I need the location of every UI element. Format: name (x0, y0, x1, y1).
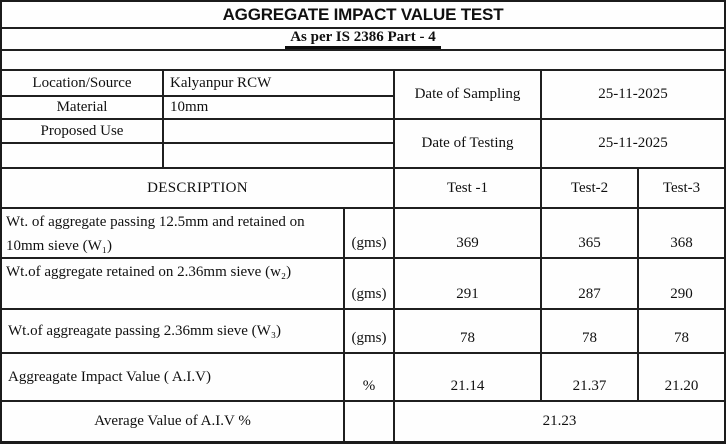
test-2-header: Test-2 (542, 169, 639, 209)
w1-value-test2: 365 (542, 209, 639, 259)
spacer-row (2, 51, 724, 71)
location-source-label: Location/Source (2, 71, 164, 97)
aiv-value-test1: 21.14 (395, 354, 542, 402)
w1-value-test1: 369 (395, 209, 542, 259)
w2-description: Wt.of aggregate retained on 2.36mm sieve… (2, 259, 345, 310)
info-empty-label-cell (2, 144, 164, 169)
proposed-use-label: Proposed Use (2, 120, 164, 144)
aiv-value-test3: 21.20 (639, 354, 724, 402)
w3-unit: (gms) (345, 310, 395, 354)
report-title: AGGREGATE IMPACT VALUE TEST (2, 2, 724, 29)
material-label: Material (2, 97, 164, 120)
w1-value-test3: 368 (639, 209, 724, 259)
average-aiv-value: 21.23 (542, 413, 577, 429)
w2-value-test3: 290 (639, 259, 724, 310)
standard-reference: As per IS 2386 Part - 4 (285, 29, 441, 49)
w2-value-test2: 287 (542, 259, 639, 310)
aiv-unit: % (345, 354, 395, 402)
average-empty-cell (345, 402, 395, 441)
location-source-value: Kalyanpur RCW (164, 71, 395, 97)
w1-description: Wt. of aggregate passing 12.5mm and reta… (2, 209, 345, 259)
test-1-header: Test -1 (395, 169, 542, 209)
date-of-sampling-label: Date of Sampling (395, 71, 542, 120)
w3-value-test3: 78 (639, 310, 724, 354)
w3-value-test2: 78 (542, 310, 639, 354)
date-of-testing-value: 25-11-2025 (542, 120, 724, 169)
date-of-testing-label: Date of Testing (395, 120, 542, 169)
w2-value-test1: 291 (395, 259, 542, 310)
date-of-sampling-value: 25-11-2025 (542, 71, 724, 120)
aiv-description: Aggreagate Impact Value ( A.I.V) (2, 354, 345, 402)
average-aiv-label: Average Value of A.I.V % (2, 402, 345, 441)
w1-unit: (gms) (345, 209, 395, 259)
w3-value-test1: 78 (395, 310, 542, 354)
w3-description: Wt.of aggreagate passing 2.36mm sieve (W… (2, 310, 345, 354)
description-header: DESCRIPTION (2, 169, 395, 209)
aiv-value-test2: 21.37 (542, 354, 639, 402)
standard-reference-cell: As per IS 2386 Part - 4 (2, 29, 724, 51)
proposed-use-value (164, 120, 395, 144)
w2-unit: (gms) (345, 259, 395, 310)
info-empty-value-cell (164, 144, 395, 169)
material-value: 10mm (164, 97, 395, 120)
test-3-header: Test-3 (639, 169, 724, 209)
